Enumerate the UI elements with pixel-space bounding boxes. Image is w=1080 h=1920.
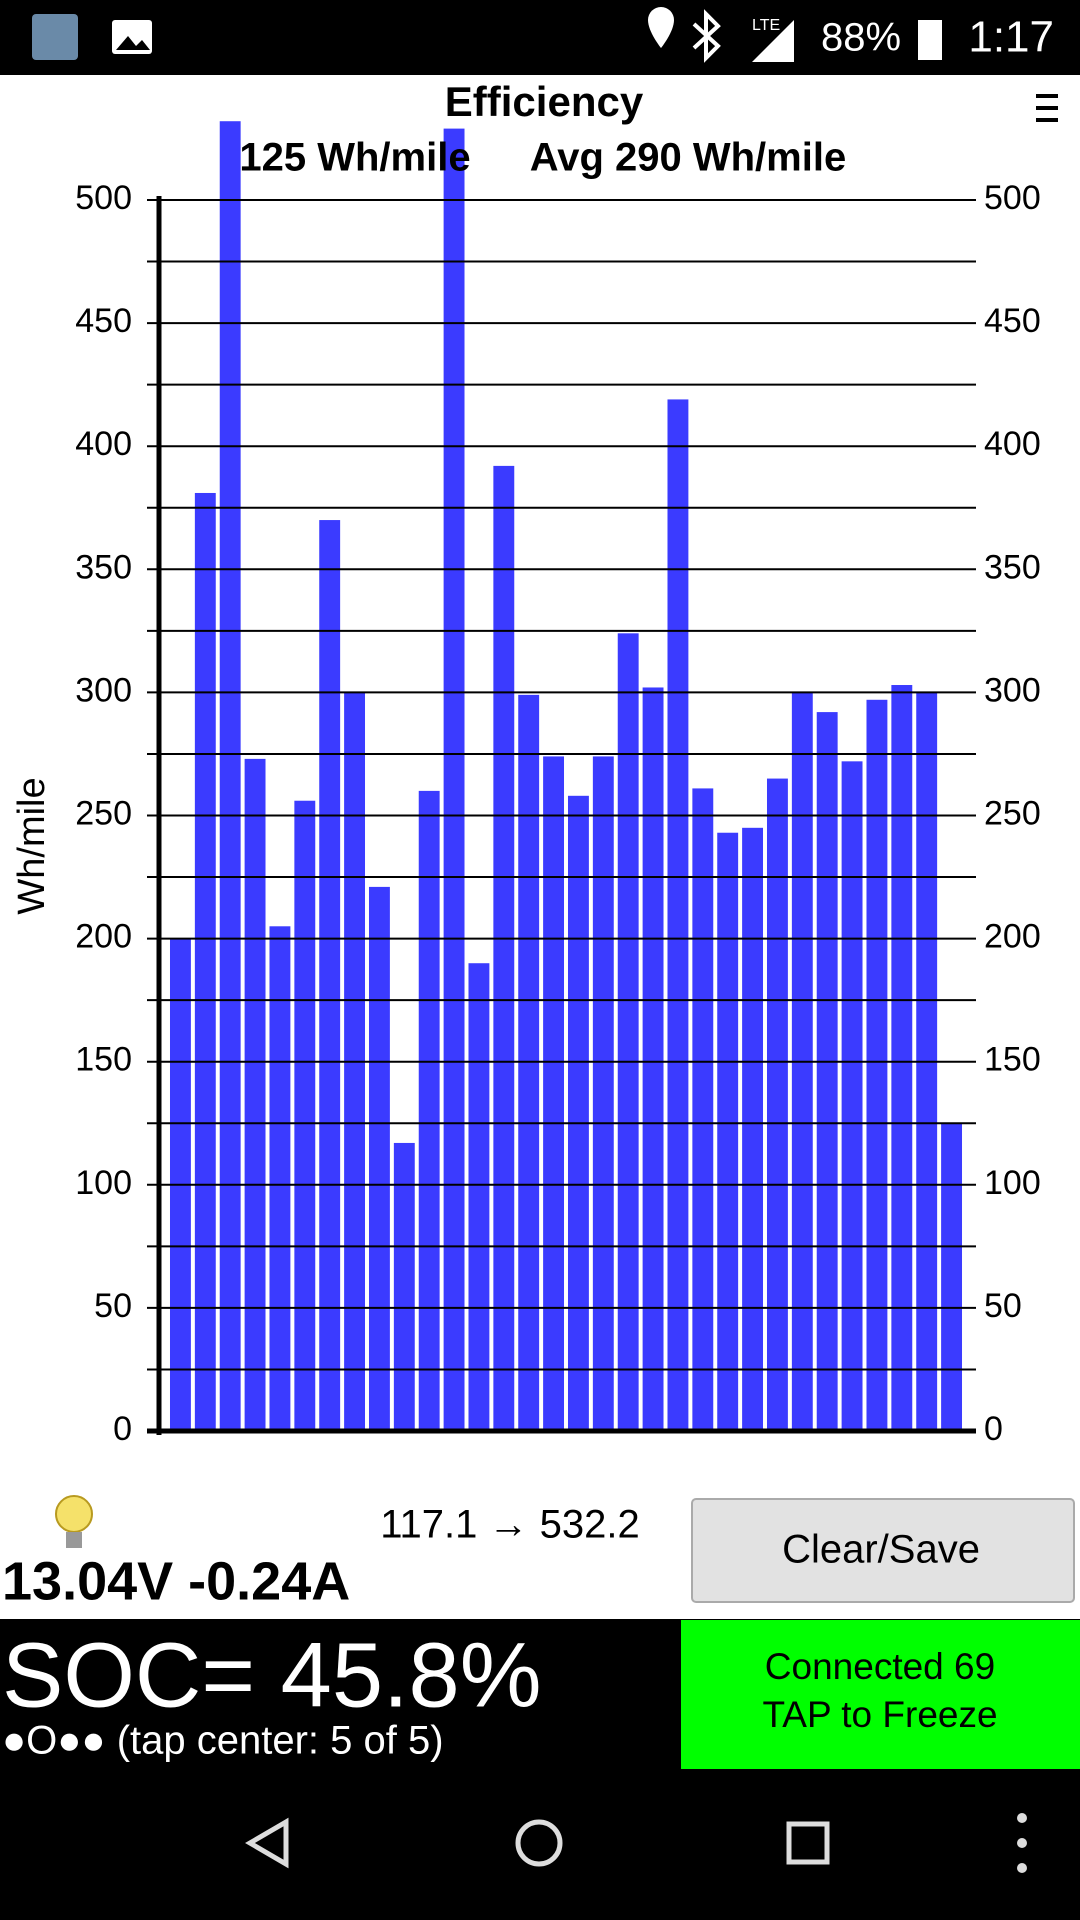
lte-label: LTE bbox=[752, 17, 780, 34]
bar bbox=[617, 633, 639, 1431]
menu-icon[interactable] bbox=[1036, 94, 1058, 122]
y2-tick-label: 500 bbox=[984, 179, 1041, 217]
y-tick-label: 200 bbox=[75, 918, 132, 956]
clear-save-button[interactable]: Clear/Save bbox=[691, 1498, 1075, 1603]
home-button[interactable] bbox=[515, 1819, 563, 1867]
bar bbox=[841, 761, 863, 1431]
menu-bar bbox=[1036, 94, 1058, 98]
bar bbox=[692, 788, 714, 1431]
bar bbox=[667, 399, 689, 1431]
bar bbox=[468, 963, 490, 1431]
location-icon bbox=[648, 7, 674, 48]
bulb-icon bbox=[55, 1495, 93, 1548]
battery-percent: 88% bbox=[821, 16, 901, 60]
y-tick-label: 250 bbox=[75, 794, 132, 832]
bar bbox=[543, 756, 565, 1431]
bar bbox=[244, 758, 266, 1431]
average-label: Avg 290 Wh/mile bbox=[530, 136, 846, 180]
y2-tick-label: 0 bbox=[984, 1410, 1003, 1448]
bar bbox=[418, 790, 440, 1431]
y2-tick-label: 400 bbox=[984, 425, 1041, 463]
range-readout: 117.1 → 532.2 bbox=[380, 1503, 639, 1547]
bar bbox=[368, 886, 390, 1431]
y2-tick-label: 250 bbox=[984, 794, 1041, 832]
soc-value: SOC= 45.8% bbox=[2, 1624, 542, 1726]
chart-title: Efficiency bbox=[445, 78, 644, 125]
voltage-current: 13.04V -0.24A bbox=[2, 1551, 350, 1611]
y2-tick-label: 150 bbox=[984, 1041, 1041, 1079]
bar bbox=[766, 778, 788, 1431]
bar bbox=[219, 121, 241, 1431]
connection-line1: Connected 69 bbox=[765, 1646, 995, 1687]
soc-status: ●O●● (tap center: 5 of 5) bbox=[2, 1719, 444, 1763]
y2-tick-label: 450 bbox=[984, 302, 1041, 340]
bar bbox=[866, 699, 888, 1431]
y-tick-label: 0 bbox=[113, 1410, 132, 1448]
button-bg bbox=[691, 1498, 1075, 1603]
status-bar bbox=[0, 0, 1080, 75]
clock: 1:17 bbox=[968, 13, 1054, 62]
y-tick-label: 500 bbox=[75, 179, 132, 217]
bar bbox=[269, 926, 291, 1431]
bar bbox=[592, 756, 614, 1431]
overflow-button[interactable] bbox=[1017, 1813, 1027, 1873]
bar bbox=[518, 694, 540, 1431]
bar bbox=[567, 795, 589, 1431]
button-label[interactable]: Clear/Save bbox=[782, 1528, 980, 1572]
plot: 0 0 50 50 100 100 150 150 200 200 250 250 300 300 350 3… bbox=[75, 121, 1041, 1448]
back-button[interactable] bbox=[245, 1817, 289, 1869]
y-tick-label: 400 bbox=[75, 425, 132, 463]
bar bbox=[194, 492, 216, 1431]
y-tick-label: 100 bbox=[75, 1164, 132, 1202]
bar bbox=[443, 128, 465, 1431]
bluetooth-icon bbox=[692, 9, 721, 63]
y-tick-label: 450 bbox=[75, 302, 132, 340]
connection-button[interactable]: Connected 69 TAP to Freeze bbox=[681, 1620, 1080, 1769]
recents-button[interactable] bbox=[786, 1821, 830, 1865]
battery-icon bbox=[918, 20, 942, 60]
bar bbox=[294, 800, 316, 1431]
y2-tick-label: 100 bbox=[984, 1164, 1041, 1202]
bar bbox=[493, 465, 515, 1431]
connection-line2: TAP to Freeze bbox=[762, 1694, 997, 1735]
bar bbox=[642, 687, 664, 1431]
y2-tick-label: 350 bbox=[984, 548, 1041, 586]
y2-tick-label: 300 bbox=[984, 671, 1041, 709]
signal-icon bbox=[752, 20, 794, 62]
current-label: 125 Wh/mile bbox=[239, 136, 470, 180]
bar bbox=[816, 712, 838, 1431]
y2-tick-label: 200 bbox=[984, 918, 1041, 956]
image-icon-glyph bbox=[116, 36, 150, 50]
app-icon bbox=[32, 14, 78, 60]
bar bbox=[891, 685, 913, 1431]
menu-bar bbox=[1036, 106, 1058, 110]
y-axis-label: Wh/mile bbox=[11, 777, 53, 914]
bar bbox=[319, 520, 341, 1431]
bar bbox=[717, 832, 739, 1431]
y-tick-label: 350 bbox=[75, 548, 132, 586]
bar bbox=[742, 827, 764, 1431]
bar bbox=[393, 1142, 415, 1431]
y-tick-label: 300 bbox=[75, 671, 132, 709]
y-tick-label: 150 bbox=[75, 1041, 132, 1079]
bar bbox=[941, 1123, 963, 1431]
nav-bar bbox=[0, 1769, 1080, 1920]
y2-tick-label: 50 bbox=[984, 1287, 1022, 1325]
connection-bg bbox=[681, 1620, 1080, 1769]
menu-bar bbox=[1036, 118, 1058, 122]
y-tick-label: 50 bbox=[94, 1287, 132, 1325]
